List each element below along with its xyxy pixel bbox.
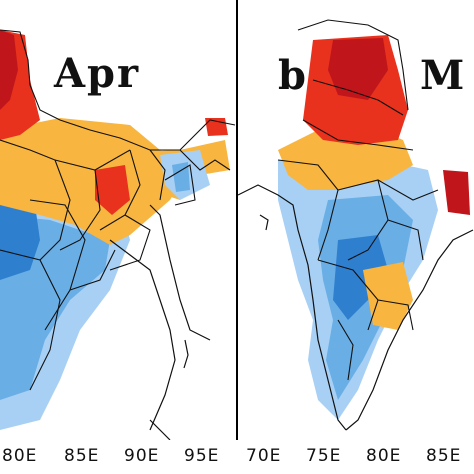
- region-orange: [0, 118, 185, 245]
- india-map-left: [0, 29, 236, 440]
- state-borders-left: [0, 29, 236, 391]
- region-dark-red-north: [0, 30, 18, 110]
- map-panel-right: b M: [238, 0, 474, 440]
- tick-label: 90E: [124, 446, 160, 466]
- region-blue-dark: [0, 200, 40, 280]
- tick-label: 75E: [306, 446, 342, 466]
- map-panel-left: Apr: [0, 0, 236, 440]
- region-red-ne: [205, 118, 228, 136]
- tick-label: 70E: [246, 446, 282, 466]
- tick-label: 85E: [64, 446, 100, 466]
- coastline-left: [109, 204, 211, 440]
- x-axis-strip: [0, 440, 474, 474]
- region-dark-red: [328, 38, 388, 100]
- tick-label: 85E: [426, 446, 462, 466]
- panel-divider: [236, 0, 239, 440]
- coastline-right: [238, 184, 474, 431]
- month-label: Apr: [54, 50, 141, 97]
- state-borders-right: [277, 19, 439, 381]
- tick-label: 95E: [184, 446, 220, 466]
- month-label: M: [420, 52, 465, 99]
- tick-label: 80E: [366, 446, 402, 466]
- region-blue: [333, 235, 388, 320]
- region-red-east: [443, 170, 470, 215]
- tick-label: 80E: [2, 446, 38, 466]
- panel-letter: b: [278, 52, 306, 99]
- region-blue-patch: [172, 162, 190, 192]
- region-red-east: [95, 165, 130, 215]
- region-orange-central: [363, 262, 413, 330]
- india-map-right: [238, 19, 474, 431]
